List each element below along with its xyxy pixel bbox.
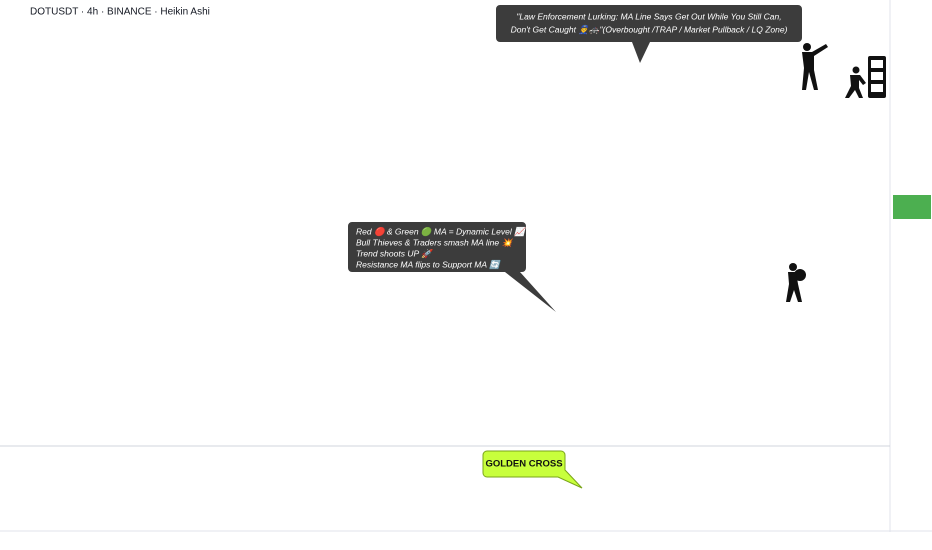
callout-text: Bull Thieves & Traders smash MA line 💥 [356, 237, 514, 248]
callout-text: Don't Get Caught 👮🚓"(Overbought /TRAP / … [511, 24, 788, 34]
golden-cross-label: GOLDEN CROSS [485, 459, 562, 470]
silhouettes [786, 43, 886, 302]
callout-trap [496, 5, 802, 63]
callout-dynamic [348, 222, 556, 312]
callout-text: Trend shoots UP 🚀 [356, 248, 434, 258]
chart-title: DOTUSDT · 4h · BINANCE · Heikin Ashi [30, 7, 210, 18]
callout-text: "Law Enforcement Lurking: MA Line Says G… [516, 11, 781, 21]
golden-cross-callout [482, 450, 583, 489]
callout-text: Red 🔴 & Green 🟢 MA = Dynamic Level 📈 [356, 226, 527, 236]
callout-text: Resistance MA flips to Support MA 🔄 [356, 259, 502, 269]
last-price-box [893, 195, 931, 219]
